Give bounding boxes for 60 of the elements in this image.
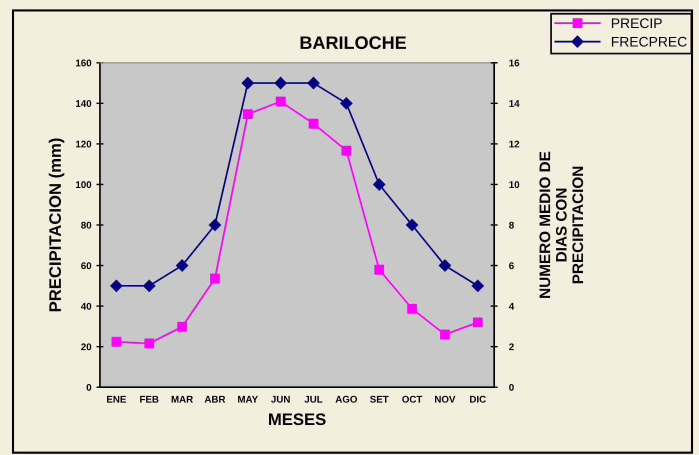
y-tick-label: 80: [81, 222, 92, 229]
point: [110, 280, 122, 292]
point: [341, 146, 352, 156]
y-tick-label: 0: [86, 384, 92, 391]
y2-tick-label: 2: [509, 343, 514, 350]
x-tick-label: JUL: [304, 396, 322, 403]
x-tick-label: ENE: [107, 396, 126, 403]
point: [440, 330, 450, 340]
point: [438, 259, 452, 272]
x-tick-label: MAY: [238, 396, 258, 403]
y2-tick-label: 14: [509, 100, 520, 107]
y2-tick-label: 8: [509, 222, 514, 229]
y-tick-label: 100: [76, 181, 92, 188]
y2-axis-title: NUMERO MEDIO DE DIAS CON PRECIPITACION: [539, 152, 584, 298]
x-tick-label: OCT: [402, 396, 422, 403]
y2-tick-label: 0: [509, 384, 514, 391]
y2-tick-label: 10: [509, 181, 520, 188]
point: [143, 280, 156, 292]
point: [472, 317, 483, 328]
point: [210, 274, 220, 284]
point: [373, 178, 386, 191]
legend-label: FRECPREC: [612, 36, 687, 47]
point: [276, 96, 286, 106]
legend-label: PRECIP: [612, 18, 662, 28]
y2-tick-label: 6: [509, 262, 514, 270]
x-axis-title: MESES: [269, 413, 326, 426]
point: [308, 118, 318, 128]
point: [472, 280, 484, 292]
point: [242, 109, 253, 119]
y-tick-label: 20: [81, 343, 92, 350]
x-tick-label: FEB: [140, 396, 159, 403]
point: [242, 76, 254, 90]
point: [176, 259, 188, 272]
point: [144, 338, 154, 348]
point: [374, 264, 384, 274]
point: [407, 304, 417, 314]
x-tick-label: NOV: [435, 396, 456, 403]
point: [274, 76, 287, 90]
point: [208, 218, 222, 232]
x-tick-label: ABR: [204, 396, 226, 403]
y-tick-label: 40: [80, 302, 92, 310]
x-tick-label: JUN: [271, 396, 290, 403]
x-tick-label: DIC: [470, 396, 486, 403]
y-tick-label: 120: [76, 140, 92, 148]
point: [340, 97, 352, 110]
point: [307, 76, 320, 90]
y-tick-label: 160: [76, 60, 92, 66]
y-axis-title: PRECIPITACION (mm): [48, 138, 64, 312]
point: [112, 336, 122, 347]
y2-tick-label: 16: [509, 60, 520, 66]
y-tick-label: 60: [81, 262, 92, 270]
point: [177, 322, 187, 332]
point: [406, 218, 418, 232]
y2-tick-label: 4: [508, 302, 514, 310]
x-tick-label: SET: [370, 396, 389, 403]
y-tick-label: 140: [76, 100, 92, 107]
chart-title: BARILOCHE: [300, 36, 406, 50]
x-tick-label: MAR: [172, 396, 193, 403]
y2-tick-label: 12: [509, 140, 520, 148]
x-tick-label: AGO: [336, 396, 358, 403]
